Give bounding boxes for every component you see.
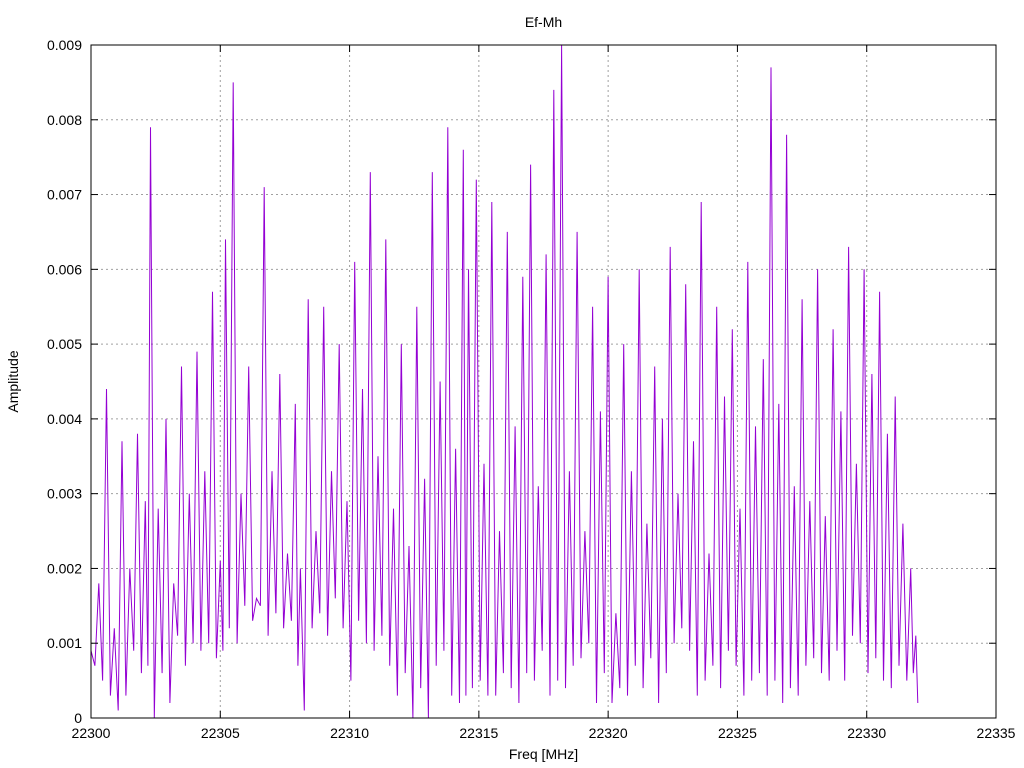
y-tick-label: 0.003	[47, 486, 82, 502]
x-tick-label: 22315	[459, 725, 498, 741]
y-tick-label: 0.008	[47, 112, 82, 128]
axis-ticks: 22300 22305 22310 22315 22320 22325 22330 22335…	[47, 37, 1016, 741]
chart-title: Ef-Mh	[525, 14, 562, 30]
y-tick-label: 0.009	[47, 37, 82, 53]
y-tick-label: 0.007	[47, 187, 82, 203]
y-axis-label: Amplitude	[5, 350, 21, 412]
x-tick-label: 22325	[718, 725, 757, 741]
x-tick-label: 22300	[72, 725, 111, 741]
plot-frame	[90, 44, 997, 719]
y-tick-label: 0	[74, 710, 82, 726]
y-tick-label: 0.001	[47, 635, 82, 651]
y-tick-label: 0.006	[47, 261, 82, 277]
amplitude-line	[90, 44, 919, 719]
y-tick-label: 0.004	[47, 411, 82, 427]
x-tick-label: 22305	[201, 725, 240, 741]
x-tick-label: 22330	[847, 725, 886, 741]
amplitude-series	[90, 44, 919, 719]
y-tick-label: 0.002	[47, 560, 82, 576]
x-axis-label: Freq [MHz]	[509, 746, 578, 762]
x-tick-label: 22310	[330, 725, 369, 741]
x-tick-label: 22320	[589, 725, 628, 741]
y-tick-label: 0.005	[47, 336, 82, 352]
x-tick-label: 22335	[977, 725, 1016, 741]
